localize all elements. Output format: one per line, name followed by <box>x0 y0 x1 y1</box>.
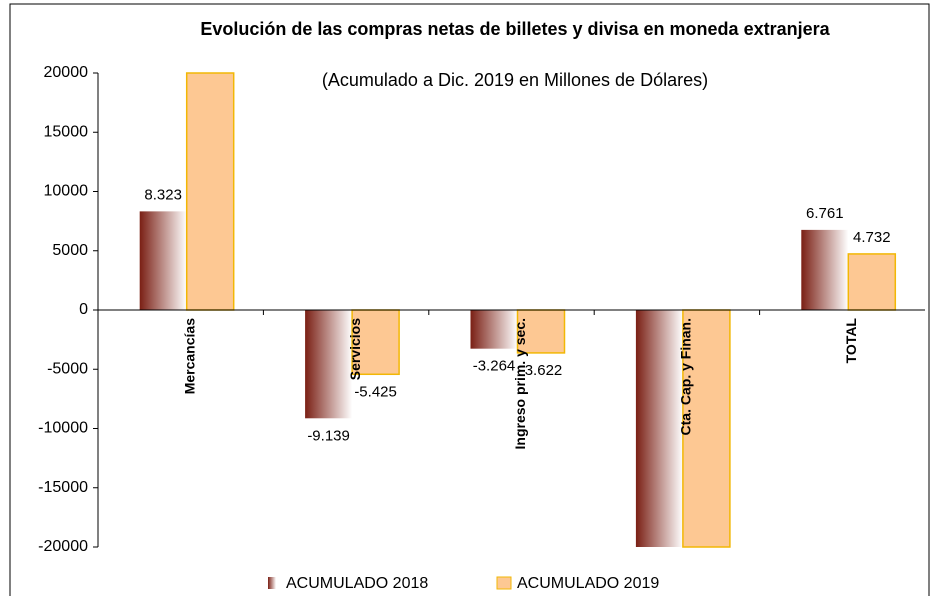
bar <box>351 309 400 376</box>
bar <box>635 310 683 547</box>
y-tick-label: 0 <box>79 301 88 318</box>
data-label: -3.622 <box>520 362 563 379</box>
data-label: -3.264 <box>473 358 516 375</box>
chart-subtitle: (Acumulado a Dic. 2019 en Millones de Dó… <box>321 70 709 90</box>
bar <box>682 309 731 548</box>
legend-swatch <box>496 576 512 590</box>
bar <box>801 229 849 310</box>
data-label: -5.425 <box>354 383 397 400</box>
y-tick-label: 5000 <box>52 242 88 259</box>
chart-title: Evolución de las compras netas de billet… <box>200 19 830 39</box>
x-tick-label: TOTAL <box>843 318 859 364</box>
y-tick-label: -10000 <box>38 420 88 437</box>
y-tick-label: -15000 <box>38 479 88 496</box>
x-tick-label: Ingreso prim. y sec. <box>512 318 528 450</box>
bar <box>139 211 187 310</box>
x-tick-label: Servicios <box>347 318 363 380</box>
y-tick-label: 20000 <box>44 64 89 81</box>
y-tick-label: -20000 <box>38 538 88 555</box>
chart-border <box>9 3 930 596</box>
y-tick-label: 10000 <box>44 183 89 200</box>
y-tick-label: 15000 <box>44 123 89 140</box>
y-tick-label: -5000 <box>47 360 88 377</box>
data-label: -9.139 <box>307 427 350 444</box>
data-label: 8.323 <box>144 186 182 203</box>
x-tick-label: Cta. Cap. y Finan. <box>678 318 694 435</box>
bar <box>185 72 235 311</box>
legend-label: ACUMULADO 2018 <box>286 575 428 592</box>
data-label: 6.761 <box>806 205 844 222</box>
bar <box>847 253 897 311</box>
x-tick-label: Mercancías <box>181 318 197 394</box>
bar <box>470 310 518 349</box>
legend-swatch <box>268 577 276 589</box>
data-label: 4.732 <box>853 229 891 246</box>
legend-label: ACUMULADO 2019 <box>517 575 659 592</box>
bar <box>305 310 353 419</box>
